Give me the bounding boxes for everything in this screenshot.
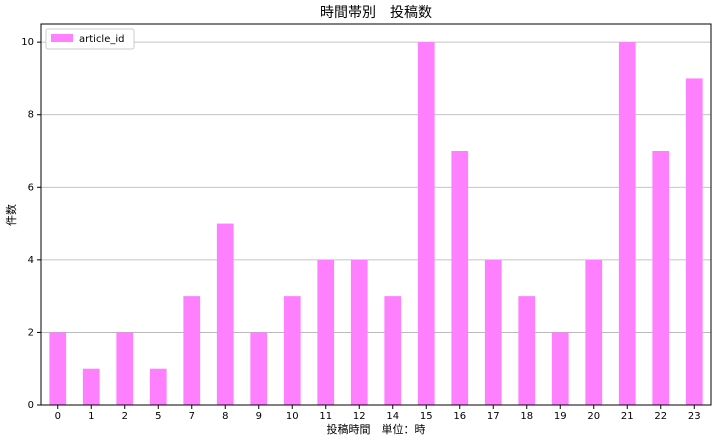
bar <box>384 296 402 405</box>
bar <box>49 332 67 405</box>
bar <box>317 259 335 405</box>
bar <box>350 259 368 405</box>
bar <box>585 259 603 405</box>
legend-label: article_id <box>79 34 125 45</box>
bar <box>149 368 167 405</box>
bar <box>216 223 234 405</box>
bar <box>82 368 100 405</box>
x-tick-label: 12 <box>353 411 366 422</box>
x-tick-label: 21 <box>621 411 634 422</box>
bar <box>652 151 670 405</box>
x-tick-label: 15 <box>420 411 433 422</box>
x-tick-label: 9 <box>256 411 262 422</box>
x-tick-label: 18 <box>520 411 533 422</box>
x-tick-label: 2 <box>122 411 128 422</box>
x-tick-label: 5 <box>155 411 161 422</box>
legend-swatch <box>51 34 73 42</box>
x-tick-label: 20 <box>587 411 600 422</box>
y-tick-label: 4 <box>28 255 34 266</box>
x-tick-label: 17 <box>487 411 500 422</box>
x-tick-label: 10 <box>286 411 299 422</box>
bar <box>417 42 435 406</box>
x-tick-label: 1 <box>88 411 94 422</box>
x-tick-label: 22 <box>654 411 667 422</box>
y-tick-label: 8 <box>28 110 34 121</box>
x-tick-label: 19 <box>554 411 567 422</box>
y-tick-label: 0 <box>28 400 34 411</box>
y-tick-label: 2 <box>28 327 34 338</box>
bar <box>518 296 536 405</box>
bar <box>685 78 703 405</box>
bar <box>250 332 268 405</box>
bar <box>451 151 469 405</box>
plot-frame <box>40 23 712 406</box>
x-axis-label: 投稿時間 単位：時 <box>327 422 426 436</box>
x-tick-label: 7 <box>189 411 195 422</box>
chart-title: 時間帯別 投稿数 <box>320 5 432 21</box>
x-tick-label: 0 <box>55 411 61 422</box>
x-tick-label: 23 <box>688 411 701 422</box>
y-axis-label: 件数 <box>5 204 18 226</box>
bar <box>618 42 636 406</box>
x-tick-label: 11 <box>319 411 332 422</box>
y-tick-label: 10 <box>21 37 34 48</box>
bar <box>116 332 134 405</box>
x-tick-label: 8 <box>222 411 228 422</box>
bar <box>283 296 301 405</box>
bar <box>551 332 569 405</box>
x-tick-label: 14 <box>386 411 399 422</box>
bar <box>484 259 502 405</box>
x-tick-label: 16 <box>453 411 466 422</box>
y-tick-label: 6 <box>28 182 34 193</box>
bar <box>183 296 201 405</box>
